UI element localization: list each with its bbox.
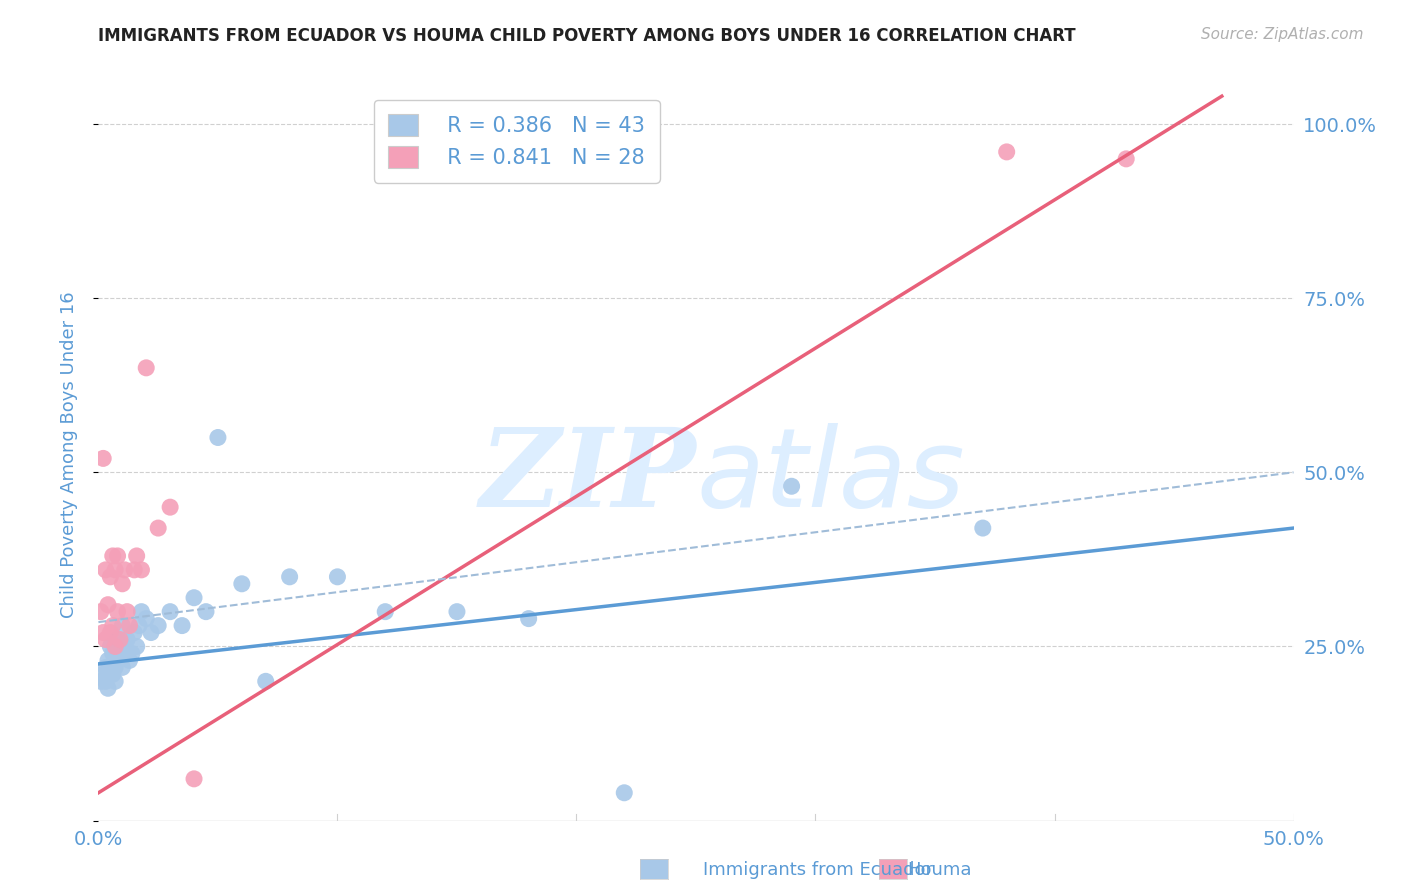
Point (118, 618, 141, 632)
Point (183, 591, 205, 605)
Point (107, 605, 129, 619)
Point (111, 660, 134, 674)
Point (118, 653, 141, 667)
Point (101, 667, 124, 681)
Point (278, 570, 301, 584)
Point (90, 605, 112, 619)
Point (98, 640, 122, 654)
Point (111, 618, 134, 632)
Point (94, 563, 117, 577)
Point (111, 576, 134, 591)
Point (98, 570, 122, 584)
Point (172, 618, 194, 632)
Point (159, 605, 181, 619)
Point (98, 625, 122, 640)
Point (91, 451, 114, 466)
Point (231, 576, 253, 591)
Point (995, 145, 1018, 159)
Point (326, 570, 349, 584)
Text: Source: ZipAtlas.com: Source: ZipAtlas.com (1201, 27, 1364, 42)
Point (90, 674, 112, 689)
Point (107, 653, 129, 667)
Point (183, 772, 205, 786)
Point (101, 618, 124, 632)
Point (613, 786, 636, 800)
Legend:   R = 0.386   N = 43,   R = 0.841   N = 28: R = 0.386 N = 43, R = 0.841 N = 28 (374, 100, 659, 183)
Point (159, 500, 181, 515)
Point (114, 640, 136, 654)
Point (98, 660, 122, 674)
Point (107, 549, 129, 563)
Point (125, 549, 148, 563)
Text: IMMIGRANTS FROM ECUADOR VS HOUMA CHILD POVERTY AMONG BOYS UNDER 16 CORRELATION C: IMMIGRANTS FROM ECUADOR VS HOUMA CHILD P… (98, 27, 1076, 45)
Point (207, 430, 229, 444)
Point (97, 681, 120, 696)
Point (108, 632, 131, 647)
Point (94, 660, 117, 674)
Point (254, 674, 277, 689)
Point (124, 563, 146, 577)
Point (104, 563, 127, 577)
Point (148, 618, 170, 632)
Point (104, 660, 127, 674)
Point (374, 605, 396, 619)
Text: Immigrants from Ecuador: Immigrants from Ecuador (703, 861, 934, 879)
Point (121, 647, 143, 661)
Point (101, 549, 124, 563)
Point (780, 479, 803, 493)
Point (131, 563, 153, 577)
Point (104, 640, 127, 654)
Point (124, 625, 146, 640)
Text: Houma: Houma (907, 861, 972, 879)
Point (135, 360, 157, 375)
Point (104, 674, 127, 689)
Point (94, 674, 117, 689)
Point (101, 647, 124, 661)
Text: ZIP: ZIP (479, 423, 696, 531)
Point (115, 605, 138, 619)
Point (91, 667, 114, 681)
Point (128, 618, 150, 632)
Point (1115, 152, 1137, 166)
Point (148, 521, 170, 535)
Point (446, 605, 468, 619)
Point (97, 653, 120, 667)
Point (972, 521, 994, 535)
Point (139, 625, 162, 640)
Point (107, 632, 129, 647)
Point (125, 640, 148, 654)
Point (194, 605, 218, 619)
Point (115, 632, 138, 647)
Point (517, 612, 540, 626)
Point (108, 647, 131, 661)
Point (94, 632, 117, 647)
Point (97, 598, 120, 612)
Y-axis label: Child Poverty Among Boys Under 16: Child Poverty Among Boys Under 16 (59, 292, 77, 618)
Point (131, 605, 153, 619)
Point (91, 625, 114, 640)
Point (114, 563, 136, 577)
Text: atlas: atlas (696, 424, 965, 531)
Point (135, 612, 157, 626)
